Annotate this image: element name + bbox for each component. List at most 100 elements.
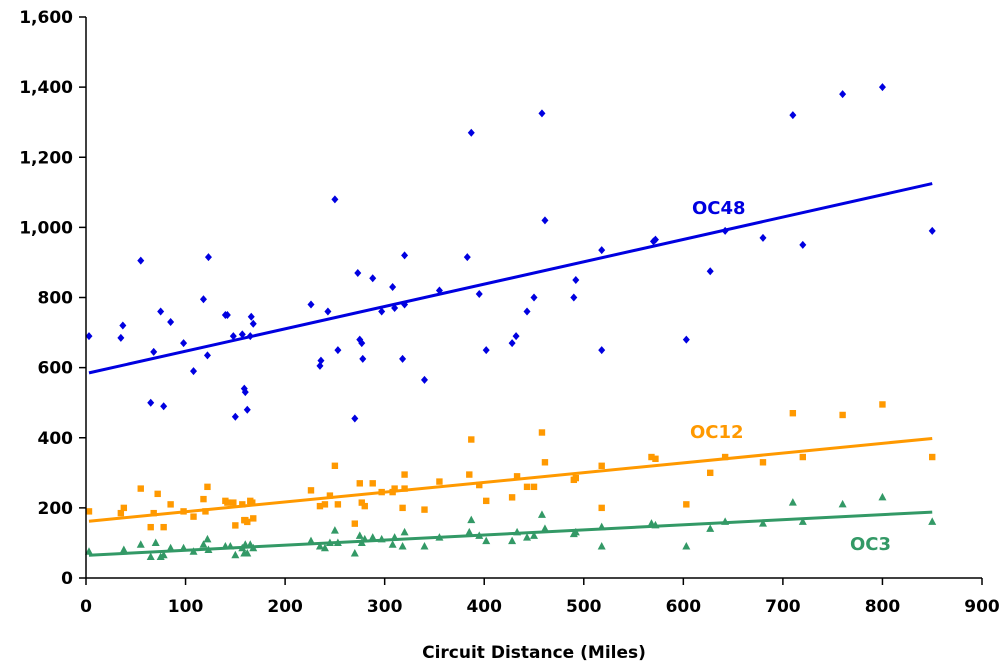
point-oc48 — [463, 253, 471, 262]
point-oc48 — [351, 414, 359, 423]
point-oc48 — [231, 412, 239, 421]
point-oc3 — [682, 541, 691, 550]
point-oc12 — [117, 509, 125, 517]
point-oc48 — [229, 332, 237, 341]
point-oc48 — [530, 293, 538, 302]
point-oc48 — [651, 235, 659, 244]
point-oc48 — [389, 282, 397, 291]
point-oc48 — [204, 253, 212, 262]
point-oc3 — [231, 550, 240, 559]
point-oc48 — [334, 346, 342, 355]
point-oc48 — [598, 246, 606, 255]
point-oc48 — [706, 267, 714, 276]
point-oc48 — [324, 307, 332, 316]
point-oc12 — [160, 523, 167, 531]
point-oc12 — [167, 501, 174, 508]
point-oc3 — [325, 538, 334, 546]
point-oc48 — [190, 367, 198, 376]
point-oc48 — [721, 226, 729, 235]
point-oc12 — [369, 480, 376, 487]
point-oc12 — [334, 501, 342, 508]
point-oc12 — [250, 515, 257, 522]
point-oc48 — [354, 268, 362, 277]
point-oc12 — [483, 497, 490, 505]
point-oc12 — [307, 487, 315, 494]
point-oc3 — [878, 492, 887, 501]
point-oc12 — [421, 506, 428, 513]
point-oc12 — [530, 483, 538, 491]
point-oc48 — [878, 83, 886, 92]
y-tick-label: 600 — [38, 359, 74, 379]
point-oc48 — [167, 318, 175, 327]
point-oc12 — [224, 499, 231, 506]
point-oc12 — [190, 513, 197, 520]
point-oc12 — [85, 508, 93, 515]
series-label-oc3: OC3 — [850, 534, 891, 555]
point-oc48 — [359, 354, 367, 363]
point-oc3 — [350, 548, 359, 557]
point-oc12 — [391, 485, 398, 492]
point-oc3 — [465, 527, 474, 536]
point-oc12 — [839, 411, 846, 419]
point-oc12 — [648, 453, 655, 461]
data-points — [84, 83, 937, 560]
point-oc48 — [572, 275, 580, 284]
point-oc12 — [513, 473, 521, 480]
point-oc3 — [333, 538, 342, 546]
point-oc3 — [706, 524, 715, 532]
point-oc12 — [137, 485, 144, 492]
point-oc3 — [159, 550, 168, 559]
point-oc12 — [389, 488, 396, 496]
point-oc3 — [540, 524, 549, 532]
series-labels: OC48 OC12 OC3 — [690, 198, 891, 555]
x-tick-label: 700 — [765, 597, 801, 617]
x-axis-ticks: 0 100 200 300 400 500 600 700 800 900 — [80, 578, 1000, 617]
point-oc3 — [838, 499, 847, 508]
point-oc48 — [391, 304, 399, 313]
point-oc12 — [476, 481, 483, 489]
point-oc12 — [232, 522, 239, 529]
point-oc12 — [378, 488, 385, 496]
point-oc48 — [249, 319, 257, 328]
point-oc12 — [721, 453, 729, 461]
point-oc3 — [721, 517, 730, 525]
point-oc12 — [331, 462, 339, 469]
point-oc12 — [508, 494, 516, 501]
point-oc3 — [243, 548, 252, 557]
point-oc3 — [475, 531, 484, 539]
point-oc12 — [204, 483, 211, 491]
y-axis-ticks: 0 200 400 600 800 1,000 1,200 1,400 1,600 — [19, 8, 86, 589]
point-oc48 — [401, 300, 409, 309]
point-oc12 — [200, 495, 207, 503]
point-oc12 — [523, 483, 531, 491]
point-oc3 — [928, 517, 937, 525]
x-tick-label: 900 — [964, 597, 1000, 617]
point-oc3 — [151, 538, 160, 546]
point-oc48 — [799, 240, 807, 249]
x-tick-label: 500 — [566, 597, 602, 617]
point-oc3 — [377, 534, 386, 543]
point-oc48 — [682, 335, 690, 344]
point-oc48 — [523, 307, 531, 316]
point-oc48 — [401, 251, 409, 260]
point-oc12 — [316, 502, 324, 510]
point-oc3 — [204, 545, 213, 553]
point-oc48 — [137, 256, 145, 265]
point-oc48 — [358, 339, 366, 348]
point-oc3 — [651, 520, 660, 529]
point-oc3 — [249, 543, 258, 552]
y-tick-label: 200 — [38, 499, 74, 519]
point-oc12 — [244, 518, 251, 526]
point-oc12 — [436, 478, 443, 485]
point-oc48 — [331, 195, 339, 204]
point-oc3 — [166, 543, 175, 552]
point-oc12 — [789, 410, 797, 417]
point-oc12 — [683, 501, 690, 508]
point-oc12 — [361, 502, 368, 510]
point-oc12 — [239, 501, 246, 508]
point-oc3 — [523, 533, 532, 541]
point-oc12 — [326, 492, 334, 499]
y-tick-label: 1,600 — [19, 8, 73, 28]
